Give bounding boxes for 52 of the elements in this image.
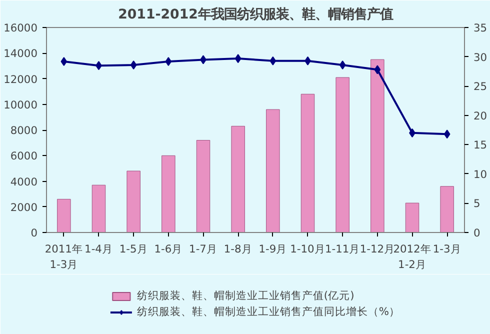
x-tick-label: 1-3月: [432, 242, 462, 256]
x-tick-label: 1-11月: [324, 242, 360, 256]
x-tick-label: 1-8月: [224, 242, 252, 256]
bar: [162, 155, 176, 232]
y-tick-label: 6000: [10, 150, 38, 163]
y-tick-label: 0: [30, 226, 38, 240]
legend-label: 纺织服装、鞋、帽制造业工业销售产值同比增长（%）: [136, 305, 400, 319]
x-tick-label: 1-6月: [154, 242, 183, 256]
x-tick-label: 1-7月: [189, 242, 218, 256]
point: [165, 56, 172, 66]
bar: [440, 186, 454, 232]
x-tick-label: 2011年 1-3月: [44, 242, 83, 272]
bar: [336, 77, 350, 232]
legend-label: 纺织服装、鞋、帽制造业工业销售产值(亿元): [136, 289, 354, 303]
point: [444, 130, 450, 139]
y2-tick-label: 30: [474, 50, 488, 64]
x-tick-label: 1-12月: [360, 242, 396, 256]
point: [130, 60, 137, 70]
y-tick-label: 14000: [4, 47, 38, 60]
y-tick-label: 4000: [10, 175, 38, 188]
chart-title: 2011-2012年我国纺织服装、鞋、帽销售产值: [118, 6, 393, 22]
y2-tick-label: 25: [474, 80, 488, 94]
bar: [231, 126, 245, 232]
bar: [196, 140, 210, 232]
y2-tick-label: 5: [474, 197, 480, 210]
point: [234, 54, 242, 64]
x-tick-label: 1-10月: [290, 242, 326, 256]
y2-tick-label: 10: [474, 168, 488, 181]
bar: [92, 184, 106, 232]
bar: [57, 198, 71, 232]
bar: [370, 59, 384, 232]
point: [270, 56, 276, 66]
y-tick-label: 10000: [4, 98, 38, 112]
y2-tick-label: 35: [474, 22, 488, 34]
y2-tick-label: 20: [474, 109, 488, 122]
x-tick-label: 1-5月: [119, 242, 148, 256]
x-tick-label: 1-9月: [258, 242, 288, 256]
point: [60, 56, 68, 66]
bar: [126, 170, 140, 232]
bar: [405, 202, 420, 232]
bar: [300, 94, 315, 232]
x-tick-label: 1-4月: [84, 242, 113, 256]
y-tick-label: 2000: [10, 200, 38, 214]
point: [374, 65, 381, 74]
bar: [266, 109, 280, 232]
y-tick-label: 8000: [10, 124, 38, 137]
y-tick-label: 16000: [4, 22, 38, 34]
y-tick-label: 12000: [4, 72, 38, 86]
y2-tick-label: 0: [474, 226, 480, 240]
x-tick-label: 2012年 1-2月: [393, 242, 432, 272]
point: [339, 60, 346, 70]
y2-tick-label: 15: [474, 138, 488, 152]
